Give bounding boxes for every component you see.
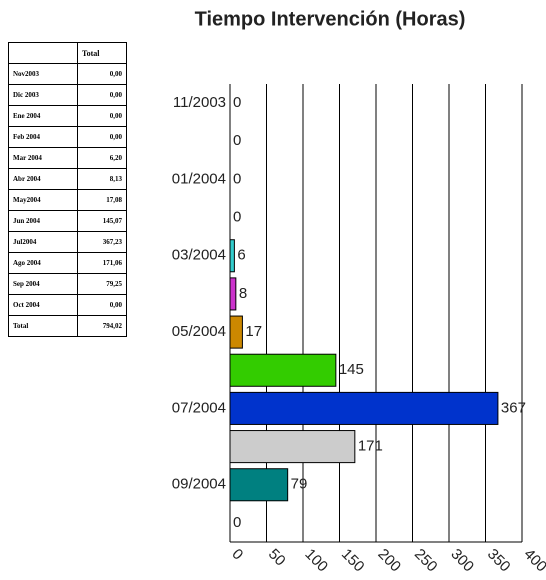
table-cell: Abr 2004 xyxy=(8,168,78,190)
header-row: Total xyxy=(8,42,127,64)
table-cell: 6,20 xyxy=(77,147,127,169)
table-cell: 0,00 xyxy=(77,105,127,127)
x-tick-label: 0 xyxy=(228,546,246,564)
table-cell: Ago 2004 xyxy=(8,252,78,274)
chart-title: Tiempo Intervención (Horas) xyxy=(195,8,466,30)
x-tick-label: 100 xyxy=(301,546,331,576)
y-tick-label: 11/2003 xyxy=(173,94,226,111)
x-tick-label: 50 xyxy=(265,546,289,570)
table-cell: Dic 2003 xyxy=(8,84,78,106)
data-table: Total Nov2003 0,00 Dic 2003 0,00 Ene 2004 0,0… xyxy=(8,42,127,337)
table-cell: Feb 2004 xyxy=(8,126,78,148)
value-label: 0 xyxy=(233,514,241,531)
table-cell: Ene 2004 xyxy=(8,105,78,127)
table-row: Ago 2004 171,06 xyxy=(8,252,127,274)
y-tick-label: 03/2004 xyxy=(172,247,226,264)
value-label: 0 xyxy=(233,94,241,111)
table-row: Jun 2004 145,07 xyxy=(8,210,127,232)
table-row: May2004 17,08 xyxy=(8,189,127,211)
table-cell: Mar 2004 xyxy=(8,147,78,169)
x-tick-label: 150 xyxy=(338,546,368,576)
x-tick-label: 300 xyxy=(447,546,477,576)
value-label: 79 xyxy=(291,476,308,493)
bar xyxy=(229,468,289,502)
table-cell: 0,00 xyxy=(77,63,127,85)
table-row: Mar 2004 6,20 xyxy=(8,147,127,169)
x-tick-label: 400 xyxy=(520,546,546,576)
x-tick-label: 200 xyxy=(374,546,404,576)
table-cell: 8,13 xyxy=(77,168,127,190)
value-label: 8 xyxy=(239,285,247,302)
table-row: Abr 2004 8,13 xyxy=(8,168,127,190)
table-cell: 0,00 xyxy=(77,84,127,106)
y-tick-label: 05/2004 xyxy=(172,323,226,340)
table-cell: May2004 xyxy=(8,189,78,211)
bar xyxy=(229,430,356,464)
table-cell: Sep 2004 xyxy=(8,273,78,295)
x-tick-label: 350 xyxy=(484,546,514,576)
bar xyxy=(229,277,237,311)
table-cell: 794,02 xyxy=(77,315,127,337)
table-row: Total 794,02 xyxy=(8,315,127,337)
table-cell: 367,23 xyxy=(77,231,127,253)
table-row: Feb 2004 0,00 xyxy=(8,126,127,148)
table-cell: Nov2003 xyxy=(8,63,78,85)
header-cell: Total xyxy=(77,42,127,64)
table-body: Nov2003 0,00 Dic 2003 0,00 Ene 2004 0,00 Feb 2… xyxy=(8,63,127,337)
table-cell: Oct 2004 xyxy=(8,294,78,316)
bar xyxy=(229,353,337,387)
value-label: 0 xyxy=(233,132,241,149)
bar xyxy=(229,391,499,425)
y-tick-label: 07/2004 xyxy=(172,399,226,416)
table-row: Ene 2004 0,00 xyxy=(8,105,127,127)
header-cell xyxy=(8,42,78,64)
table-cell: 17,08 xyxy=(77,189,127,211)
table-cell: 0,00 xyxy=(77,126,127,148)
value-label: 17 xyxy=(245,323,262,340)
table-cell: 145,07 xyxy=(77,210,127,232)
table-cell: Jul2004 xyxy=(8,231,78,253)
table-row: Dic 2003 0,00 xyxy=(8,84,127,106)
value-label: 0 xyxy=(233,170,241,187)
y-tick-label: 09/2004 xyxy=(172,476,226,493)
value-label: 0 xyxy=(233,209,241,226)
table-cell: 79,25 xyxy=(77,273,127,295)
table-cell: 171,06 xyxy=(77,252,127,274)
table-cell: Jun 2004 xyxy=(8,210,78,232)
table-row: Nov2003 0,00 xyxy=(8,63,127,85)
table-row: Oct 2004 0,00 xyxy=(8,294,127,316)
table-cell: Total xyxy=(8,315,78,337)
value-label: 367 xyxy=(501,399,526,416)
y-tick-label: 01/2004 xyxy=(172,170,226,187)
bar xyxy=(229,239,235,273)
bar xyxy=(229,315,243,349)
value-label: 6 xyxy=(237,247,245,264)
table-row: Sep 2004 79,25 xyxy=(8,273,127,295)
table-row: Jul2004 367,23 xyxy=(8,231,127,253)
value-label: 171 xyxy=(358,438,383,455)
table-cell: 0,00 xyxy=(77,294,127,316)
value-label: 145 xyxy=(339,361,364,378)
x-tick-label: 250 xyxy=(411,546,441,576)
